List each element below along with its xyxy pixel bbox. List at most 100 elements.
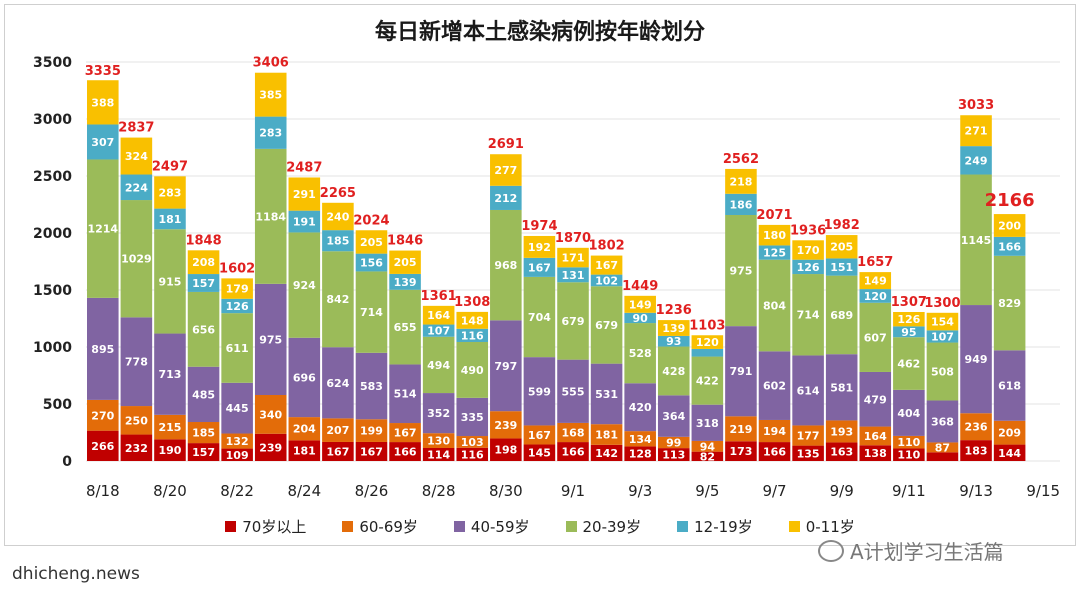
- bar-segment: [221, 433, 253, 449]
- x-tick-label: 8/20: [153, 482, 187, 500]
- segment-label: 428: [662, 365, 685, 378]
- segment-label: 103: [461, 436, 484, 449]
- segment-label: 352: [427, 407, 450, 420]
- segment-label: 335: [461, 411, 484, 424]
- segment-label: 239: [494, 419, 517, 432]
- x-tick-label: 8/24: [287, 482, 321, 500]
- total-label: 1449: [622, 279, 658, 294]
- segment-label: 114: [427, 449, 450, 462]
- segment-label: 420: [629, 401, 652, 414]
- bar-segment: [187, 250, 220, 275]
- bar-segment: [523, 276, 556, 358]
- bar-segment: [288, 440, 321, 461]
- segment-label: 82: [700, 450, 715, 463]
- segment-label: 340: [259, 408, 282, 421]
- segment-label: 804: [763, 300, 786, 313]
- segment-label: 166: [763, 446, 786, 459]
- bar-segment: [490, 411, 522, 439]
- legend-item: 40-59岁: [453, 516, 530, 537]
- segment-label: 205: [394, 256, 417, 269]
- bar-segment: [288, 210, 321, 233]
- bar-segment: [456, 311, 489, 329]
- segment-label: 514: [394, 388, 417, 401]
- bar-segment: [758, 245, 791, 260]
- bar-segment: [187, 274, 220, 292]
- segment-label: 485: [192, 388, 215, 401]
- segment-label: 120: [696, 336, 719, 349]
- bar-segment: [523, 357, 556, 426]
- total-label: 1236: [656, 303, 692, 318]
- bar-segment: [725, 193, 757, 215]
- total-label: 1602: [219, 261, 255, 276]
- bar-segment: [893, 337, 925, 390]
- segment-label: 422: [696, 375, 719, 388]
- bar-segment: [389, 364, 421, 424]
- total-label: 1307: [891, 295, 927, 310]
- total-label: 2265: [320, 186, 356, 201]
- segment-label: 181: [158, 213, 181, 226]
- account-watermark: A计划学习生活篇: [818, 536, 1004, 565]
- segment-label: 205: [360, 236, 383, 249]
- bar-segment: [187, 443, 220, 461]
- bar-segment: [154, 414, 186, 440]
- bar-segment: [322, 230, 354, 252]
- total-label: 1103: [689, 318, 725, 333]
- y-tick-label: 0: [62, 454, 72, 470]
- bar-segment: [523, 425, 556, 445]
- bar-segment: [792, 445, 824, 461]
- bar-segment: [993, 255, 1026, 351]
- segment-label: 368: [931, 415, 954, 428]
- bar-segment: [758, 419, 791, 443]
- segment-label: 490: [461, 364, 484, 377]
- bar-segment: [456, 436, 489, 448]
- segment-label: 388: [91, 96, 114, 109]
- segment-label: 318: [696, 417, 719, 430]
- segment-label: 191: [293, 216, 316, 229]
- segment-label: 154: [931, 316, 954, 329]
- bar-segment: [859, 302, 892, 372]
- total-label: 3335: [85, 64, 121, 79]
- segment-label: 689: [830, 309, 853, 322]
- segment-label: 975: [729, 265, 752, 278]
- bar-segment: [960, 413, 992, 441]
- segment-label: 87: [935, 441, 950, 454]
- total-label: 2691: [488, 137, 524, 152]
- segment-label: 177: [797, 430, 820, 443]
- bar-segment: [221, 382, 253, 434]
- segment-label: 531: [595, 388, 618, 401]
- segment-label: 168: [562, 427, 585, 440]
- bar-segment: [288, 177, 321, 211]
- bar-segment: [691, 356, 724, 405]
- bar-segment: [825, 258, 858, 276]
- segment-label: 236: [965, 421, 988, 434]
- bar-segment: [859, 371, 892, 427]
- segment-label: 618: [998, 380, 1021, 393]
- x-tick-label: 9/7: [762, 482, 786, 500]
- source-watermark: dhicheng.news: [12, 564, 140, 584]
- bar-segment: [456, 447, 489, 461]
- segment-label: 240: [326, 210, 349, 223]
- chart-title: 每日新增本土感染病例按年龄划分: [374, 20, 705, 45]
- bar-segment: [254, 283, 287, 395]
- segment-label: 90: [633, 312, 649, 325]
- bar-segment: [691, 440, 724, 452]
- segment-label: 192: [528, 241, 551, 254]
- segment-label: 611: [226, 342, 249, 355]
- segment-label: 508: [931, 366, 954, 379]
- segment-label: 157: [192, 277, 215, 290]
- bar-segment: [154, 208, 186, 230]
- bar-segment: [254, 433, 287, 461]
- legend-swatch: [225, 521, 237, 532]
- bar-segment: [926, 452, 959, 461]
- segment-label: 364: [662, 410, 685, 423]
- bar-segment: [120, 137, 153, 175]
- segment-label: 207: [326, 424, 349, 437]
- segment-label: 249: [965, 154, 988, 167]
- bar-segment: [490, 209, 522, 321]
- segment-label: 656: [192, 323, 215, 336]
- legend-label: 20-39岁: [582, 518, 642, 536]
- bar-segment: [624, 312, 656, 324]
- bar-segment: [725, 168, 757, 194]
- bar-segment: [557, 267, 589, 283]
- bar-segment: [993, 444, 1026, 461]
